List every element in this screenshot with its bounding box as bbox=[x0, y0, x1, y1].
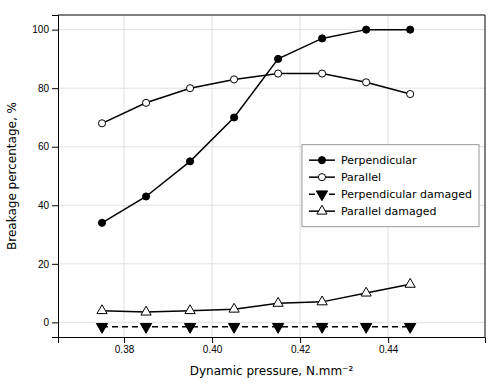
axis-line bbox=[52, 16, 59, 338]
data-point bbox=[97, 305, 107, 314]
x-axis: 0.38 0.40 0.42 0.44 bbox=[59, 337, 486, 355]
grid-line bbox=[58, 88, 485, 89]
tick-mark bbox=[300, 337, 301, 343]
tick-mark bbox=[52, 264, 58, 265]
tick-label: 0.40 bbox=[203, 344, 223, 355]
tick-label: 0.42 bbox=[291, 344, 311, 355]
data-point bbox=[96, 324, 107, 334]
data-point bbox=[185, 305, 195, 314]
tick-label: 20 bbox=[38, 259, 50, 270]
tick: 80 bbox=[38, 83, 58, 94]
tick-mark bbox=[52, 205, 58, 206]
tick-mark bbox=[52, 30, 58, 31]
frame bbox=[485, 15, 486, 337]
plot: 0.38 0.40 0.42 0.44 0 20 40 60 80 100 Perpendicula… bbox=[32, 15, 485, 355]
tick: 20 bbox=[38, 259, 58, 270]
grid-line bbox=[58, 29, 485, 30]
tick-label: 0.44 bbox=[379, 344, 399, 355]
grid-line bbox=[212, 15, 213, 337]
data-point bbox=[142, 99, 149, 106]
tick: 0.42 bbox=[291, 337, 311, 355]
legend-label: Perpendicular bbox=[341, 154, 417, 167]
tick: 0.38 bbox=[115, 337, 135, 355]
data-point bbox=[405, 278, 415, 287]
data-point bbox=[319, 70, 326, 77]
legend-marker bbox=[316, 191, 327, 201]
data-point bbox=[231, 76, 238, 83]
axis-line bbox=[59, 338, 486, 344]
data-point bbox=[407, 90, 414, 97]
tick: 0.44 bbox=[379, 337, 399, 355]
series-line bbox=[102, 284, 410, 312]
series-line bbox=[102, 74, 410, 124]
data-point bbox=[184, 324, 195, 334]
tick-label: 60 bbox=[38, 141, 50, 152]
tick-mark bbox=[124, 337, 125, 343]
frame bbox=[58, 15, 485, 16]
x-axis-title: Dynamic pressure, N.mm⁻² bbox=[190, 364, 354, 378]
tick: 40 bbox=[38, 200, 58, 211]
tick: 0.40 bbox=[203, 337, 223, 355]
data-point bbox=[229, 303, 239, 312]
tick: 100 bbox=[32, 24, 58, 35]
tick: 60 bbox=[38, 141, 58, 152]
grid-line bbox=[58, 263, 485, 264]
chart: 0.38 0.40 0.42 0.44 0 20 40 60 80 100 Perpendicula… bbox=[0, 0, 500, 385]
grid-line bbox=[300, 15, 301, 337]
data-point bbox=[405, 324, 416, 334]
data-point bbox=[363, 79, 370, 86]
data-point bbox=[275, 70, 282, 77]
data-point bbox=[363, 26, 370, 33]
data-point bbox=[272, 324, 283, 334]
legend-label: Parallel damaged bbox=[341, 205, 437, 218]
tick-label: 80 bbox=[38, 83, 50, 94]
legend-marker bbox=[317, 205, 327, 214]
legend: Perpendicular Parallel Perpendicular damag… bbox=[302, 145, 479, 227]
tick-mark bbox=[212, 337, 213, 343]
data-point bbox=[319, 35, 326, 42]
tick-label: 0.38 bbox=[115, 344, 135, 355]
tick: 0 bbox=[43, 317, 58, 328]
data-point bbox=[231, 114, 238, 121]
y-axis-title: Breakage percentage, % bbox=[5, 102, 19, 250]
legend-entry: Parallel damaged bbox=[309, 205, 437, 218]
tick-label: 100 bbox=[32, 24, 49, 35]
data-point bbox=[407, 26, 414, 33]
tick-mark bbox=[52, 88, 58, 89]
legend-marker bbox=[318, 157, 325, 164]
legend-entry: Parallel bbox=[309, 171, 381, 184]
data-point bbox=[273, 297, 283, 306]
legend-entry: Perpendicular damaged bbox=[309, 188, 472, 201]
data-point bbox=[361, 324, 372, 334]
grid-line bbox=[124, 15, 125, 337]
tick-label: 0 bbox=[43, 317, 49, 328]
legend-marker bbox=[318, 174, 325, 181]
data-point bbox=[141, 306, 151, 315]
legend-label: Perpendicular damaged bbox=[341, 188, 472, 201]
legend-entry: Perpendicular bbox=[309, 154, 417, 167]
tick-mark bbox=[52, 322, 58, 323]
grid-line bbox=[58, 322, 485, 323]
data-point bbox=[142, 193, 149, 200]
y-axis: 0 20 40 60 80 100 bbox=[32, 16, 58, 338]
data-point bbox=[228, 324, 239, 334]
grid bbox=[58, 15, 485, 337]
data-point bbox=[186, 158, 193, 165]
tick-label: 40 bbox=[38, 200, 50, 211]
data-point bbox=[317, 296, 327, 305]
data-point bbox=[186, 85, 193, 92]
data-point bbox=[98, 120, 105, 127]
data-point bbox=[316, 324, 327, 334]
data-point bbox=[98, 219, 105, 226]
data-point bbox=[361, 287, 371, 296]
data-point bbox=[275, 55, 282, 62]
marks bbox=[96, 26, 415, 333]
legend-label: Parallel bbox=[341, 171, 381, 184]
tick-mark bbox=[388, 337, 389, 343]
tick-mark bbox=[52, 147, 58, 148]
data-point bbox=[140, 324, 151, 334]
legend-box bbox=[302, 145, 479, 227]
